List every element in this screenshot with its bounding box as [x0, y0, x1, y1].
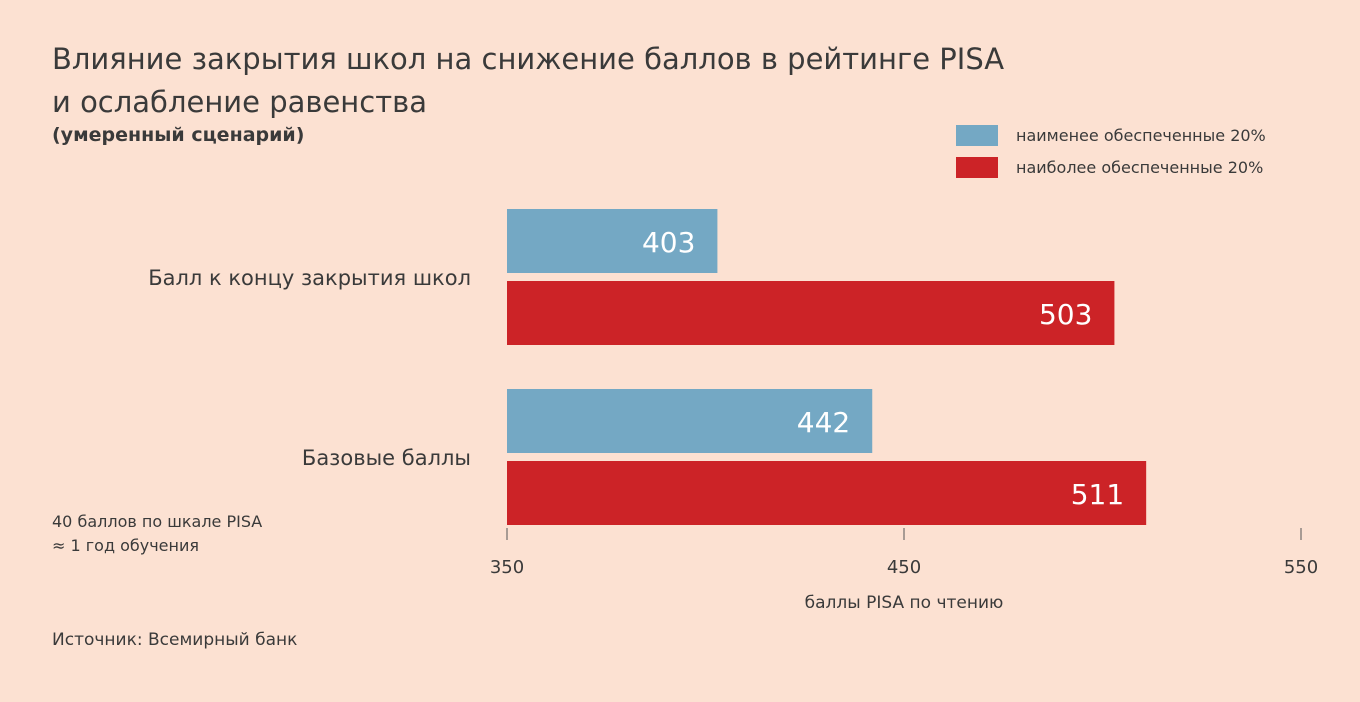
- x-tick-label: 350: [490, 557, 524, 578]
- annotation-line-2: ≈ 1 год обучения: [52, 536, 200, 555]
- bar-value-label: 403: [642, 226, 695, 259]
- legend-item-richest: наиболее обеспеченные 20%: [956, 156, 1266, 178]
- bar-value-label: 442: [797, 406, 850, 439]
- x-tick-label: 450: [887, 557, 921, 578]
- chart-title-line-2: и ослабление равенства: [52, 85, 427, 119]
- legend-label-poorest: наименее обеспеченные 20%: [1016, 125, 1266, 145]
- chart-annotation: 40 баллов по шкале PISA ≈ 1 год обучения: [52, 510, 262, 558]
- bar-value-label: 503: [1039, 298, 1092, 331]
- bar-poorest-0: [507, 209, 718, 273]
- source-note: Источник: Всемирный банк: [52, 630, 298, 650]
- legend-item-poorest: наименее обеспеченные 20%: [956, 124, 1266, 146]
- chart-legend: наименее обеспеченные 20% наиболее обесп…: [956, 124, 1266, 188]
- chart-title: Влияние закрытия школ на снижение баллов…: [52, 38, 1152, 124]
- chart-title-line-1: Влияние закрытия школ на снижение баллов…: [52, 42, 1005, 76]
- bar-richest-1: [507, 461, 1147, 525]
- annotation-line-1: 40 баллов по шкале PISA: [52, 512, 263, 531]
- legend-swatch-poorest: [956, 124, 998, 146]
- bar-richest-0: [507, 281, 1115, 345]
- legend-swatch-richest: [956, 156, 998, 178]
- chart-subtitle: (умеренный сценарий): [52, 124, 305, 146]
- x-tick-label: 550: [1284, 557, 1318, 578]
- category-label: Балл к концу закрытия школ: [148, 266, 471, 290]
- category-label: Базовые баллы: [302, 446, 471, 470]
- legend-label-richest: наиболее обеспеченные 20%: [1016, 157, 1264, 177]
- bar-poorest-1: [507, 389, 873, 453]
- bar-value-label: 511: [1071, 478, 1124, 511]
- x-axis-label: баллы PISA по чтению: [805, 593, 1004, 613]
